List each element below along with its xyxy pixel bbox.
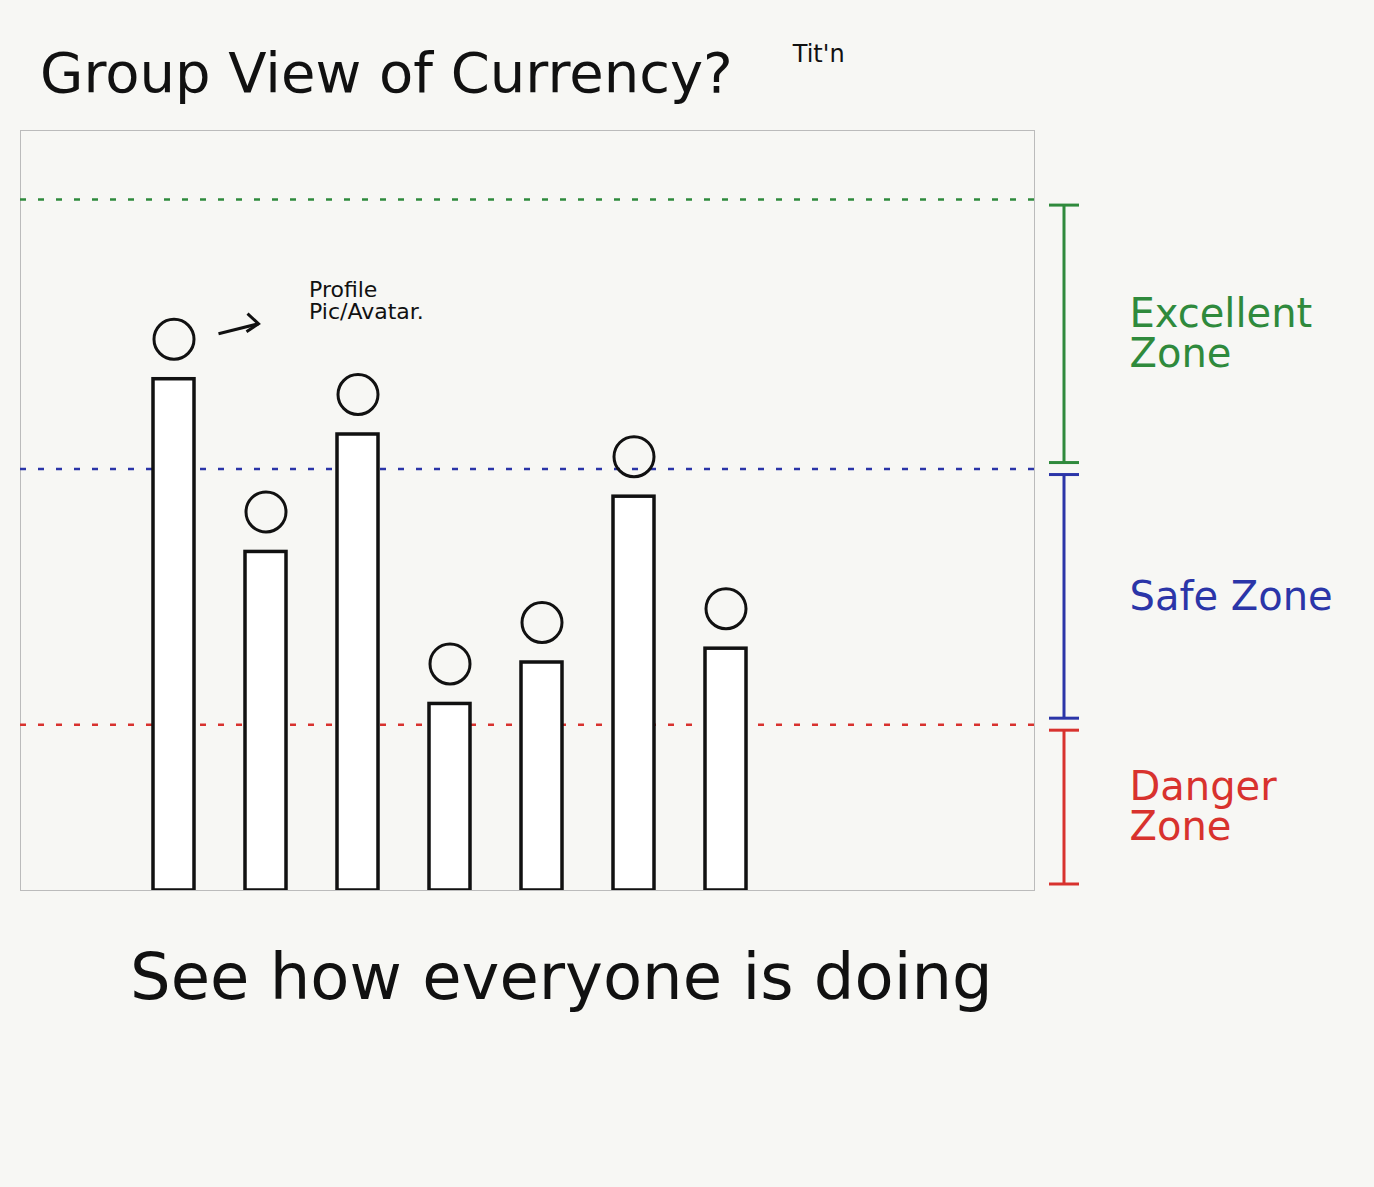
html-text:Group View of Currency?: Group View of Currency? <box>40 40 733 105</box>
svg-text:DangerZone: DangerZone <box>1130 763 1278 849</box>
html-text:See how everyone is doing: See how everyone is doing <box>130 940 993 1014</box>
svg-text:ProfilePic/Avatar.: ProfilePic/Avatar. <box>309 277 424 324</box>
html-text:Tit'n: Tit'n <box>792 40 845 68</box>
svg-text:ExcellentZone: ExcellentZone <box>1130 290 1313 376</box>
svg-text:Safe Zone: Safe Zone <box>1130 573 1333 619</box>
